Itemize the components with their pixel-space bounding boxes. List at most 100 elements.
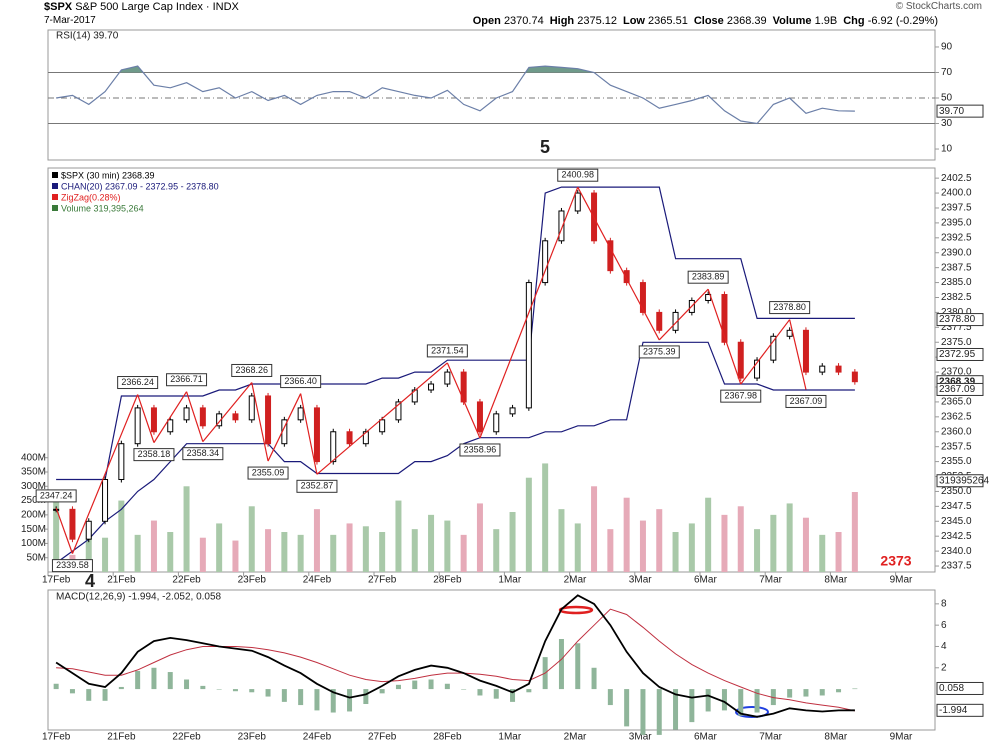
legend-entry: CHAN(20) 2367.09 - 2372.95 - 2378.80 [61,181,219,191]
macd-histogram-bar [135,670,141,690]
value-marker-box [936,347,984,361]
pivot-label-box [247,466,289,480]
volume-bar [705,497,712,572]
value-marker: -1.994 [939,705,968,716]
macd-histogram-bar [852,688,858,690]
x-tick-label: 23Feb [238,732,267,743]
candle [118,443,125,481]
volume-bar [754,529,761,572]
x-tick-label: 27Feb [368,575,397,586]
wave-label: 5 [540,137,550,157]
macd-histogram-bar [249,689,255,693]
x-tick-label: 8Mar [824,732,847,743]
candle [754,359,761,379]
volume-bar [281,532,288,572]
y-tick-label: 2357.5 [941,441,972,452]
candle [639,282,646,313]
volume-bar [737,506,744,572]
candle [428,383,435,391]
pivot-label-box [687,270,729,284]
volume-tick-label: 150M [21,524,46,535]
macd-histogram-bar [624,689,630,727]
x-tick-label: 24Feb [303,575,332,586]
quote-label: High [549,15,575,27]
zigzag-segment [137,394,155,443]
pivot-label: 2383.89 [692,272,725,282]
pivot-label: 2358.34 [187,448,220,458]
macd-histogram-bar [607,689,613,706]
candle [721,294,728,343]
credit: © StockCharts.com [895,1,982,12]
volume-bar [313,509,320,572]
wave-label: 4 [85,571,95,591]
legend-entry: ZigZag(0.28%) [61,192,121,202]
pivot-label: 2339.58 [56,560,89,570]
macd-histogram-bar [510,689,516,702]
index-name: S&P 500 Large Cap Index [75,1,203,13]
y-tick-label: 90 [941,42,953,53]
x-tick-label: 22Feb [172,575,201,586]
y-tick-label: 2390.0 [941,247,972,258]
zigzag-segment [789,319,807,390]
macd-histogram-bar [363,689,369,705]
quote-value: 2365.51 [648,15,688,27]
volume-bar [118,500,125,572]
zigzag-segment [300,393,318,475]
pivot-label-box [133,448,175,462]
volume-bar [379,532,386,572]
date: 7-Mar-2017 [44,15,96,26]
volume-bar [411,529,418,572]
pivot-label-box [785,394,827,408]
macd-histogram-bar [575,643,581,690]
x-tick-label: 27Feb [368,732,397,743]
x-tick-label: 3Mar [629,575,652,586]
pivot-label: 2352.87 [301,481,334,491]
candle [85,520,92,540]
macd-histogram-bar [493,689,499,699]
pivot-label-box [231,363,273,377]
volume-bar [525,477,532,572]
pivot-label: 2355.09 [252,467,285,477]
candle [623,270,630,284]
macd-histogram-bar [232,689,238,692]
y-tick-label: 70 [941,67,953,78]
channel-line [55,341,855,564]
pivot-label: 2366.24 [121,377,154,387]
volume-bar [53,492,60,572]
y-tick-label: 2400.0 [941,188,972,199]
x-tick-label: 28Feb [433,575,462,586]
pivot-label: 2367.98 [724,391,757,401]
macd-histogram-bar [428,679,434,690]
pivot-label: 2366.40 [284,376,317,386]
candle [574,192,581,212]
x-tick-label: 9Mar [890,575,913,586]
legend-swatch [52,205,58,211]
candle [476,401,483,433]
volume-bar [851,492,858,572]
macd-histogram-bar [330,689,336,713]
zigzag-segment [740,319,791,385]
volume-bar [428,514,435,572]
volume-tick-label: 400M [21,452,46,463]
x-tick-label: 6Mar [694,732,717,743]
volume-bar [786,503,793,572]
title: $SPX S&P 500 Large Cap Index · INDX [44,1,239,13]
quote-value: -6.92 (-0.29%) [867,15,938,27]
y-tick-label: 2387.5 [941,262,972,273]
x-tick-label: 7Mar [759,732,782,743]
rsi-overbought-area [56,66,855,73]
volume-tick-label: 50M [27,552,46,563]
macd-histogram-bar [477,689,483,696]
zigzag-segment [267,393,302,462]
candle [297,407,304,421]
macd-legend: MACD(12,26,9) -1.994, -2.052, 0.058 [56,592,222,603]
x-tick-label: 17Feb [42,575,71,586]
x-tick-label: 22Feb [172,732,201,743]
macd-histogram-bar [314,689,320,711]
volume-bar [542,463,549,572]
candle [493,413,500,433]
volume-bar [248,506,255,572]
macd-histogram-bar [689,689,695,723]
y-tick-label: 2345.0 [941,516,972,527]
candle [150,407,157,433]
